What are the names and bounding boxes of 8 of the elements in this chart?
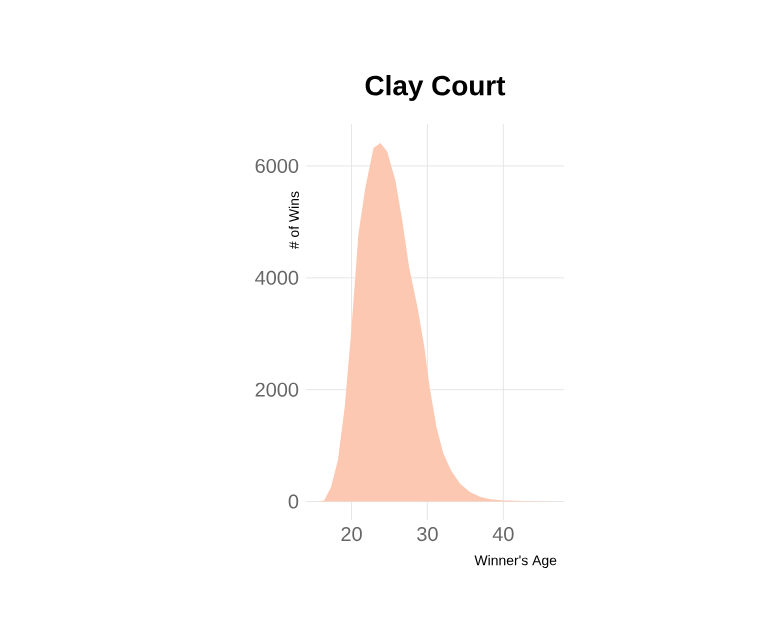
y-tick-label: 0 <box>288 494 299 509</box>
y-tick-label: 6000 <box>255 158 299 173</box>
y-tick-label: 4000 <box>255 270 299 285</box>
y-tick-label: 2000 <box>255 382 299 397</box>
x-tick-label: 30 <box>417 527 438 542</box>
x-tick-label: 20 <box>341 527 362 542</box>
x-tick-label: 40 <box>492 527 514 542</box>
chart-title: Clay Court <box>365 74 506 101</box>
